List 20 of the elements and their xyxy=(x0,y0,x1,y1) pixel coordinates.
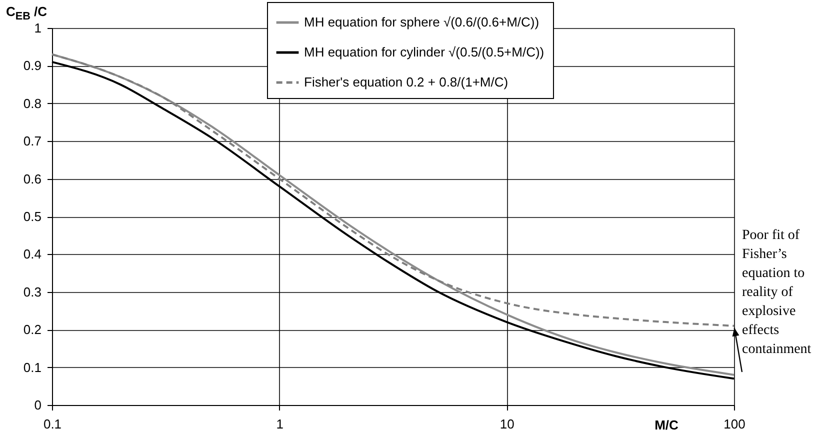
y-axis-title: C$_{EB}$ /C xyxy=(6,4,48,23)
y-tick-label: 0.5 xyxy=(23,209,42,224)
y-tick-label: 0.4 xyxy=(23,246,42,262)
y-tick-label: 0.3 xyxy=(23,284,42,300)
y-tick-label: 0.2 xyxy=(23,322,42,338)
x-tick-label: 100 xyxy=(724,416,746,432)
y-tick-label: 0 xyxy=(34,398,42,412)
legend-label: MH equation for sphere √(0.6/(0.6+M/C)) xyxy=(304,14,540,30)
y-tick-label: 0.9 xyxy=(23,58,42,74)
x-axis-title: M/C xyxy=(654,418,680,432)
y-tick-label: 1 xyxy=(34,20,42,36)
x-tick-label: 10 xyxy=(500,416,514,432)
y-tick-label: 0.7 xyxy=(23,134,42,149)
y-tick-label: 0.8 xyxy=(23,96,42,111)
y-tick-label: 0.1 xyxy=(23,360,42,375)
annotation: Poor fit of Fisher’s equation to reality of explosive effects containment xyxy=(742,227,812,359)
legend-label: MH equation for cylinder √(0.5/(0.5+M/C)) xyxy=(304,44,544,60)
x-tick-label: 1 xyxy=(276,416,284,432)
legend-label: Fisher's equation 0.2 + 0.8/(1+M/C) xyxy=(304,74,508,90)
y-tick-label: 0.6 xyxy=(23,171,42,186)
